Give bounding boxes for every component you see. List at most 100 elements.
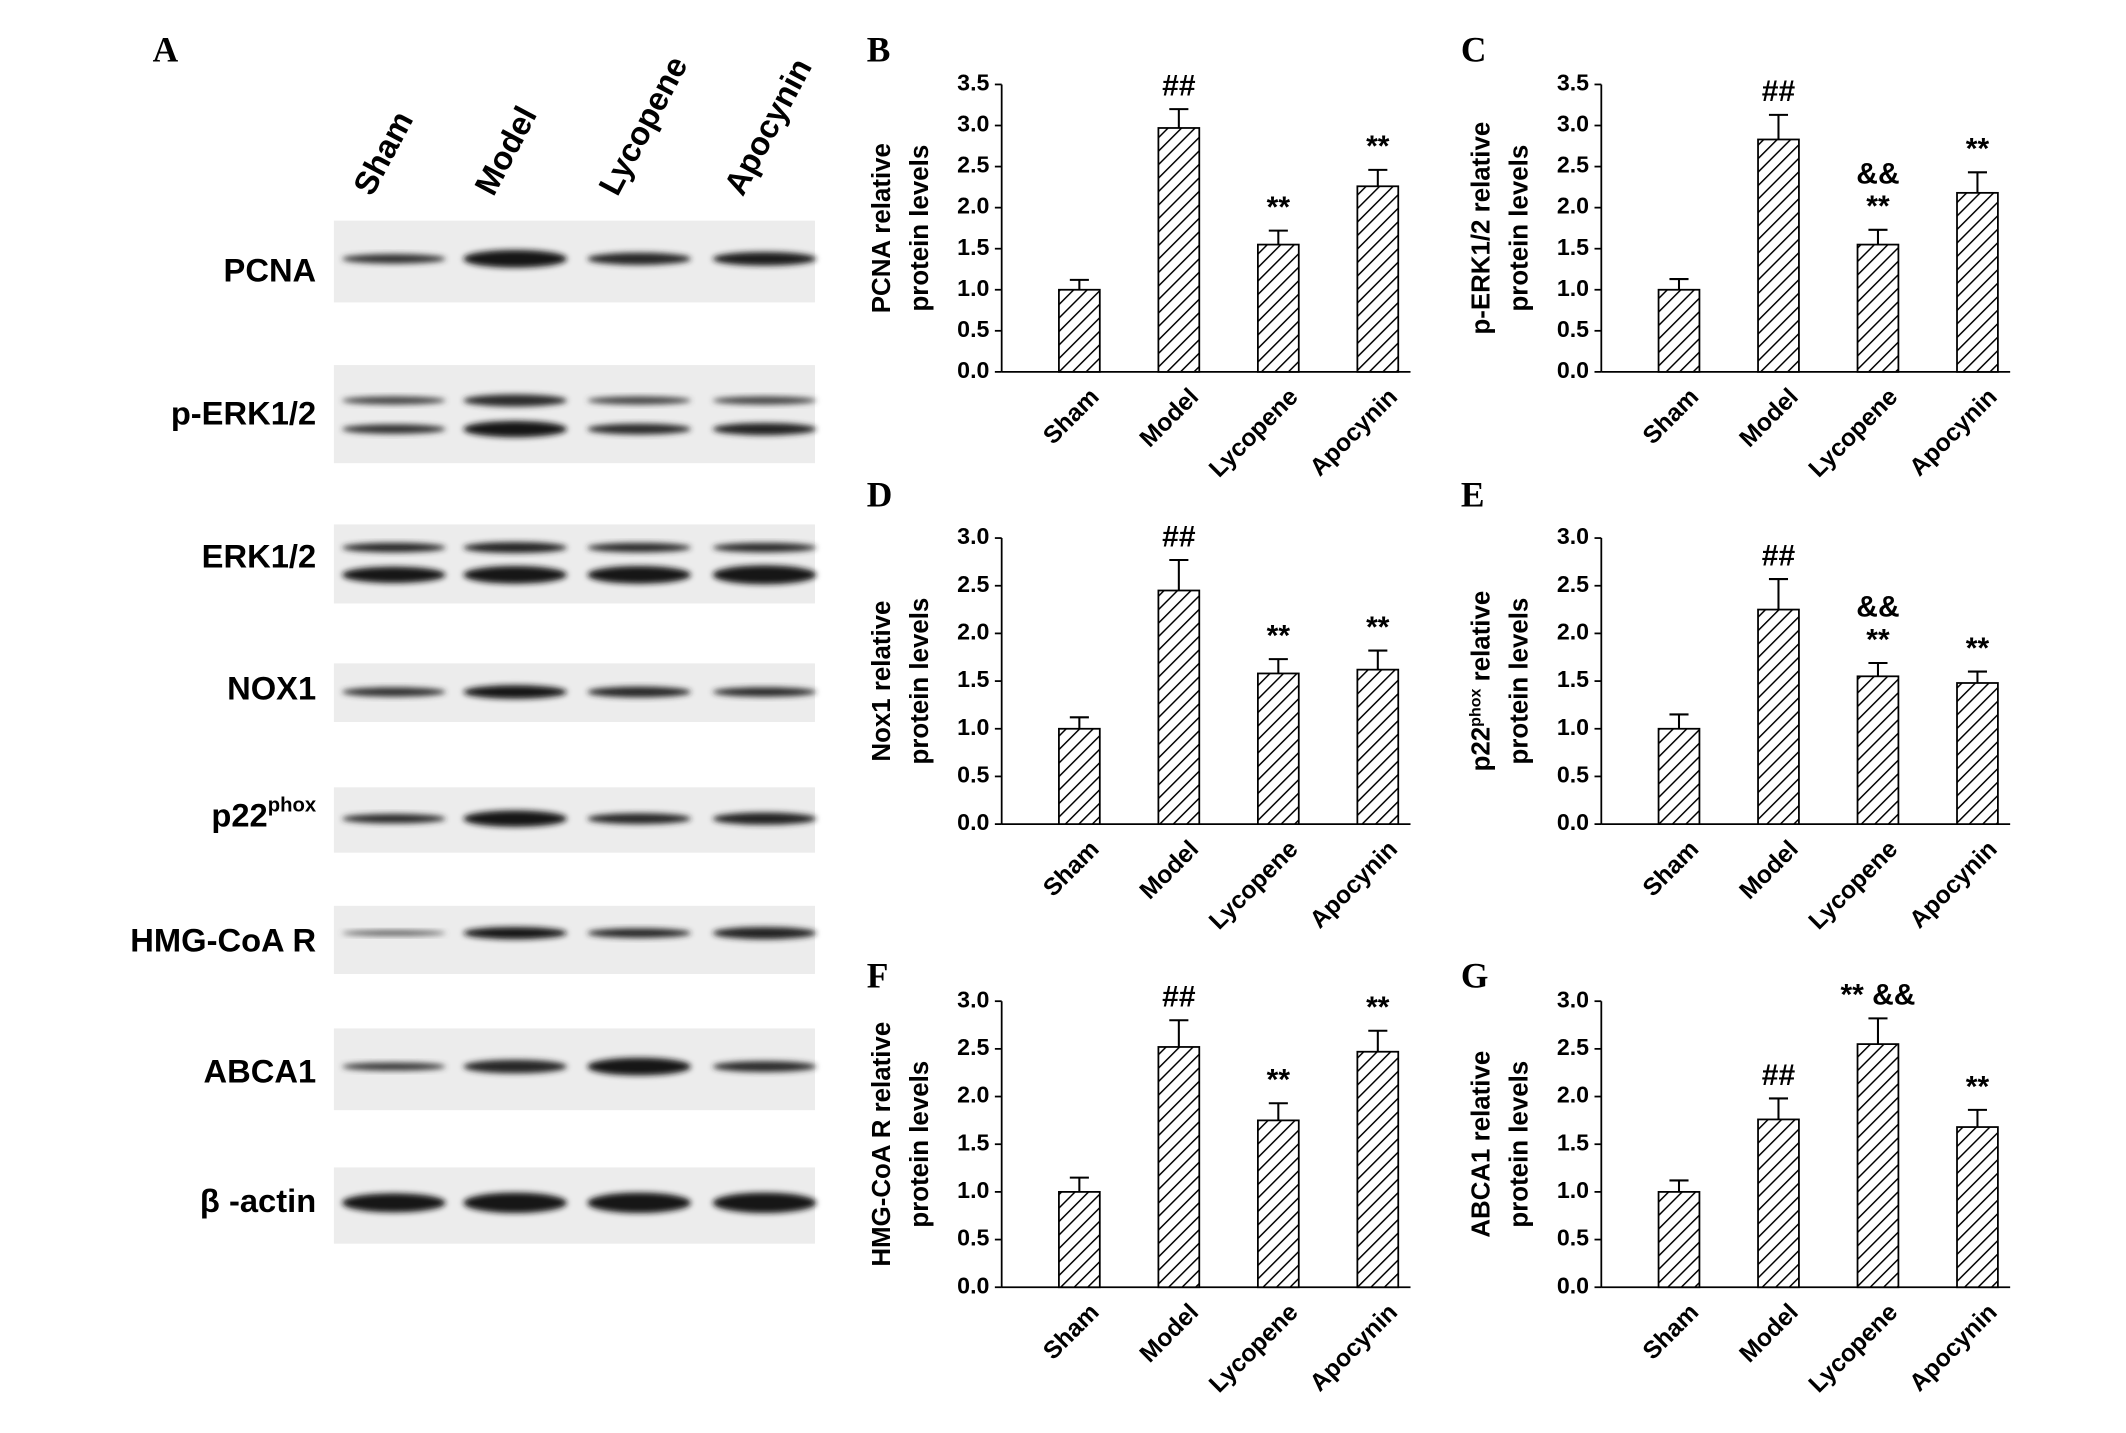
significance-mark: ## bbox=[1162, 981, 1196, 1014]
x-tick-label: Model bbox=[1734, 836, 1803, 905]
significance-mark: ## bbox=[1762, 539, 1796, 572]
bar bbox=[1757, 1118, 1800, 1289]
x-tick-label: Model bbox=[1135, 383, 1204, 452]
blot-band bbox=[342, 687, 446, 697]
bar bbox=[1157, 1046, 1201, 1289]
blot-band bbox=[587, 1057, 691, 1076]
bar bbox=[1256, 672, 1300, 825]
blot-band bbox=[463, 394, 567, 407]
label-part: ERK1/2 bbox=[202, 537, 316, 574]
x-tick-label: Apocynin bbox=[1305, 836, 1403, 934]
row-label: ABCA1 bbox=[204, 1052, 317, 1089]
y-tick-label: 3.0 bbox=[957, 986, 989, 1012]
lane-label: Apocynin bbox=[716, 52, 819, 201]
blot-band bbox=[463, 810, 567, 827]
row-label: PCNA bbox=[224, 251, 317, 288]
x-tick-label: Lycopene bbox=[1804, 1299, 1903, 1398]
y-tick-label: 1.5 bbox=[1557, 666, 1589, 692]
label-part: HMG-CoA R relative bbox=[868, 1022, 896, 1267]
y-axis-label: protein levels bbox=[906, 145, 934, 312]
significance-mark: ## bbox=[1162, 520, 1196, 553]
blot-band bbox=[342, 542, 446, 553]
y-axis-label: p-ERK1/2 relative bbox=[1468, 122, 1496, 335]
blot-band bbox=[712, 252, 817, 266]
y-tick-label: 0.0 bbox=[957, 1272, 989, 1298]
blot-band bbox=[342, 1193, 446, 1213]
x-tick-label: Sham bbox=[1638, 383, 1704, 449]
x-tick-label: Sham bbox=[1038, 383, 1104, 449]
error-bar bbox=[1169, 558, 1189, 591]
y-tick-label: 0.5 bbox=[1557, 1225, 1589, 1251]
error-bar bbox=[1368, 649, 1388, 670]
bar bbox=[1058, 727, 1101, 825]
x-tick-label: Sham bbox=[1638, 1299, 1704, 1365]
y-tick-label: 0.5 bbox=[1557, 762, 1589, 788]
error-bar bbox=[1669, 278, 1689, 290]
blot-band bbox=[712, 565, 817, 585]
label-part: NOX1 bbox=[227, 669, 316, 706]
y-tick-label: 0.5 bbox=[957, 762, 989, 788]
bar bbox=[1956, 1126, 1999, 1289]
bar bbox=[1757, 608, 1800, 825]
y-tick-label: 3.5 bbox=[957, 70, 989, 96]
blot-band bbox=[463, 1192, 567, 1214]
blot-band bbox=[587, 928, 691, 938]
significance-mark: ** bbox=[1267, 191, 1291, 224]
y-tick-label: 1.0 bbox=[957, 1177, 989, 1203]
error-bar bbox=[1669, 713, 1689, 729]
error-bar bbox=[1868, 1017, 1888, 1045]
blot-strip bbox=[333, 365, 815, 464]
y-tick-label: 2.5 bbox=[1557, 571, 1589, 597]
error-bar bbox=[1268, 229, 1288, 245]
error-bar bbox=[1268, 658, 1288, 674]
y-tick-label: 0.0 bbox=[957, 357, 989, 383]
y-tick-label: 2.5 bbox=[957, 571, 989, 597]
significance-mark: ** bbox=[1966, 632, 1990, 665]
panel-label: A bbox=[153, 29, 179, 69]
bar bbox=[1058, 288, 1101, 373]
y-tick-label: 1.0 bbox=[1557, 714, 1589, 740]
label-part: protein levels bbox=[906, 598, 934, 765]
y-tick-label: 3.0 bbox=[957, 111, 989, 137]
y-tick-label: 3.0 bbox=[957, 523, 989, 549]
blot-band bbox=[712, 396, 817, 405]
blot-band bbox=[712, 687, 817, 697]
blot-band bbox=[463, 685, 567, 699]
y-axis-label: protein levels bbox=[906, 598, 934, 765]
significance-mark: ** bbox=[1366, 991, 1390, 1024]
row-label: ERK1/2 bbox=[202, 537, 316, 574]
error-bar bbox=[1768, 113, 1789, 140]
error-bar bbox=[1169, 1019, 1189, 1047]
bar bbox=[1657, 288, 1701, 373]
bar bbox=[1356, 668, 1400, 825]
x-tick-label: Lycopene bbox=[1204, 1299, 1303, 1398]
blot-band bbox=[587, 423, 691, 435]
y-axis-label: protein levels bbox=[906, 1061, 934, 1228]
y-tick-label: 1.5 bbox=[957, 234, 989, 260]
blot-band bbox=[463, 1059, 567, 1074]
error-bar bbox=[1069, 716, 1089, 729]
significance-mark: ** bbox=[1267, 1064, 1291, 1097]
row-label: β -actin bbox=[200, 1181, 316, 1218]
y-tick-label: 3.0 bbox=[1557, 986, 1589, 1012]
bar bbox=[1956, 191, 1999, 373]
row-label: p22phox bbox=[211, 795, 316, 833]
y-tick-label: 0.5 bbox=[1557, 316, 1589, 342]
label-part: protein levels bbox=[906, 1061, 934, 1228]
y-tick-label: 0.0 bbox=[1557, 1272, 1589, 1298]
blot-band bbox=[463, 249, 567, 268]
y-axis-label: protein levels bbox=[1506, 1061, 1534, 1228]
bar bbox=[1356, 185, 1400, 373]
x-tick-label: Lycopene bbox=[1804, 836, 1903, 935]
row-label: p-ERK1/2 bbox=[171, 394, 316, 431]
superscript: phox bbox=[268, 795, 317, 817]
label-part: ABCA1 bbox=[204, 1052, 317, 1089]
blot-band bbox=[463, 926, 567, 940]
label-part: ABCA1 relative bbox=[1468, 1051, 1496, 1238]
x-tick-label: Apocynin bbox=[1305, 383, 1403, 481]
blot-band bbox=[587, 542, 691, 553]
row-label: NOX1 bbox=[227, 669, 316, 706]
panel-label: G bbox=[1461, 956, 1489, 996]
y-tick-label: 1.0 bbox=[957, 275, 989, 301]
x-tick-label: Lycopene bbox=[1204, 383, 1303, 482]
